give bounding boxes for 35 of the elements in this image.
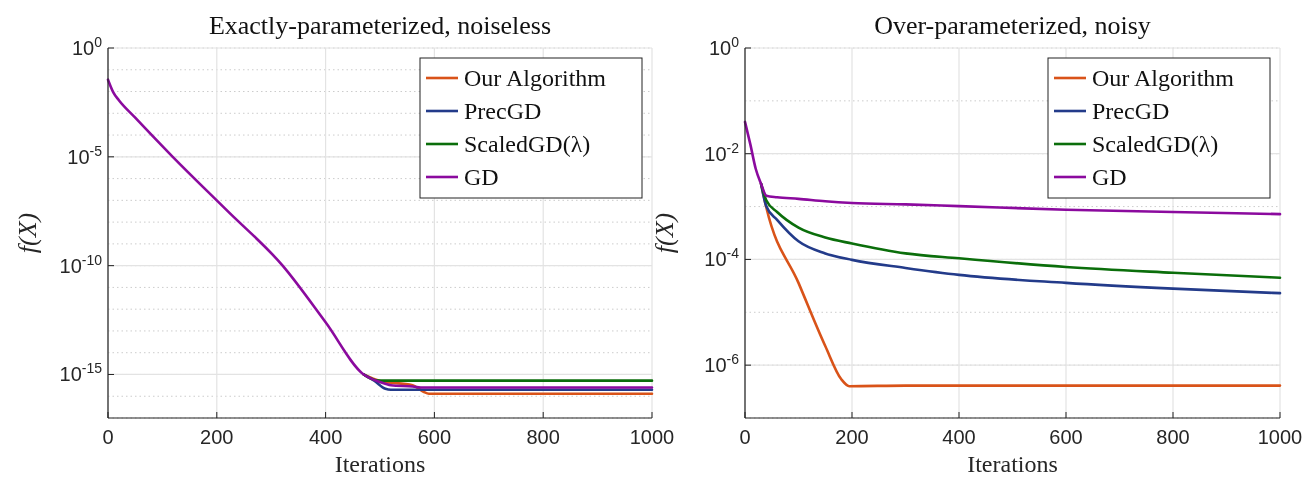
y-tick-label: 10$^{0}$ xyxy=(708,34,740,59)
x-tick-label: 400 xyxy=(308,426,343,448)
x-axis-title: Iterations xyxy=(334,451,426,477)
y-axis-title: f(X) xyxy=(13,212,42,254)
y-tick-label: 10$^{-5}$ xyxy=(67,142,103,168)
y-tick-label: 10$^{-4}$ xyxy=(704,245,740,271)
x-tick-label: 0 xyxy=(739,426,751,448)
legend-label: Our Algorithm xyxy=(464,65,607,91)
x-tick-label: 800 xyxy=(526,426,560,448)
x-axis-title: Iterations xyxy=(967,451,1058,477)
legend-label: ScaledGD(λ) xyxy=(1092,131,1219,157)
legend-label: GD xyxy=(1092,164,1127,190)
y-tick-label: 10$^{0}$ xyxy=(71,34,103,59)
y-tick-label: 10$^{-10}$ xyxy=(59,251,103,277)
chart-title: Exactly-parameterized, noiseless xyxy=(208,11,552,40)
legend-label: ScaledGD(λ) xyxy=(464,131,591,157)
x-tick-label: 400 xyxy=(942,426,976,448)
x-tick-label: 600 xyxy=(1049,426,1083,448)
legend-label: PrecGD xyxy=(1092,98,1170,124)
x-tick-label: 600 xyxy=(417,426,452,448)
y-tick-label: 10$^{-2}$ xyxy=(704,139,740,165)
x-tick-label: 1000 xyxy=(629,426,675,448)
y-axis-title: f(X) xyxy=(650,212,679,254)
x-tick-label: 800 xyxy=(1156,426,1190,448)
legend-label: Our Algorithm xyxy=(1092,65,1235,91)
line-series xyxy=(743,120,1282,216)
y-tick-label: 10$^{-6}$ xyxy=(704,351,740,377)
x-tick-label: 1000 xyxy=(1257,426,1303,448)
x-tick-label: 0 xyxy=(102,426,114,448)
legend-label: PrecGD xyxy=(464,98,542,124)
x-tick-label: 200 xyxy=(200,426,234,448)
x-tick-label: 200 xyxy=(835,426,869,448)
y-tick-label: 10$^{-15}$ xyxy=(59,360,103,386)
legend-label: GD xyxy=(464,164,499,190)
chart-title: Over-parameterized, noisy xyxy=(874,11,1151,40)
